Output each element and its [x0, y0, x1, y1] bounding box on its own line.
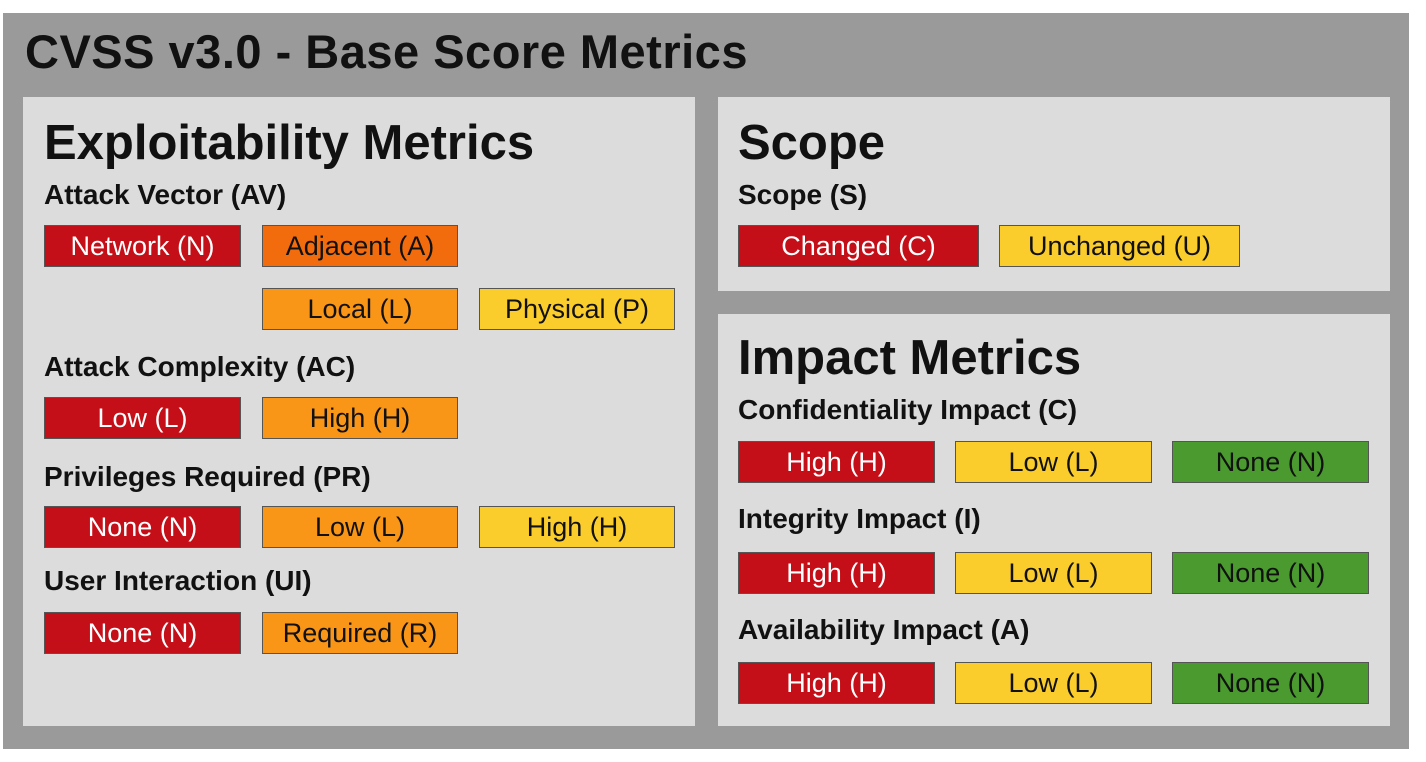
- availability-label: Availability Impact (A): [738, 614, 1030, 645]
- av-physical-button[interactable]: Physical (P): [479, 288, 675, 330]
- scope-label: Scope (S): [738, 179, 868, 210]
- av-adjacent-button[interactable]: Adjacent (A): [262, 225, 458, 267]
- scope-changed-button[interactable]: Changed (C): [738, 225, 979, 267]
- ac-high-button[interactable]: High (H): [262, 397, 458, 439]
- impact-panel: Impact Metrics Confidentiality Impact (C…: [718, 314, 1390, 726]
- scope-unchanged-button[interactable]: Unchanged (U): [999, 225, 1240, 267]
- c-none-button[interactable]: None (N): [1172, 441, 1369, 483]
- a-low-button[interactable]: Low (L): [955, 662, 1152, 704]
- c-low-button[interactable]: Low (L): [955, 441, 1152, 483]
- pr-none-button[interactable]: None (N): [44, 506, 241, 548]
- av-local-button[interactable]: Local (L): [262, 288, 458, 330]
- i-high-button[interactable]: High (H): [738, 552, 935, 594]
- pr-low-button[interactable]: Low (L): [262, 506, 458, 548]
- attack-complexity-label: Attack Complexity (AC): [44, 351, 356, 382]
- scope-panel: Scope Scope (S) Changed (C) Unchanged (U…: [718, 97, 1390, 291]
- attack-vector-label: Attack Vector (AV): [44, 179, 287, 210]
- a-none-button[interactable]: None (N): [1172, 662, 1369, 704]
- integrity-label: Integrity Impact (I): [738, 503, 981, 534]
- pr-high-button[interactable]: High (H): [479, 506, 675, 548]
- confidentiality-label: Confidentiality Impact (C): [738, 394, 1078, 425]
- ui-none-button[interactable]: None (N): [44, 612, 241, 654]
- c-high-button[interactable]: High (H): [738, 441, 935, 483]
- user-interaction-label: User Interaction (UI): [44, 565, 312, 596]
- ac-low-button[interactable]: Low (L): [44, 397, 241, 439]
- page-title: CVSS v3.0 - Base Score Metrics: [25, 25, 748, 78]
- scope-title: Scope: [738, 116, 886, 170]
- impact-title: Impact Metrics: [738, 331, 1082, 385]
- i-none-button[interactable]: None (N): [1172, 552, 1369, 594]
- a-high-button[interactable]: High (H): [738, 662, 935, 704]
- privileges-required-label: Privileges Required (PR): [44, 461, 371, 492]
- exploitability-title: Exploitability Metrics: [44, 116, 535, 170]
- av-network-button[interactable]: Network (N): [44, 225, 241, 267]
- ui-required-button[interactable]: Required (R): [262, 612, 458, 654]
- exploitability-panel: Exploitability Metrics Attack Vector (AV…: [23, 97, 695, 726]
- i-low-button[interactable]: Low (L): [955, 552, 1152, 594]
